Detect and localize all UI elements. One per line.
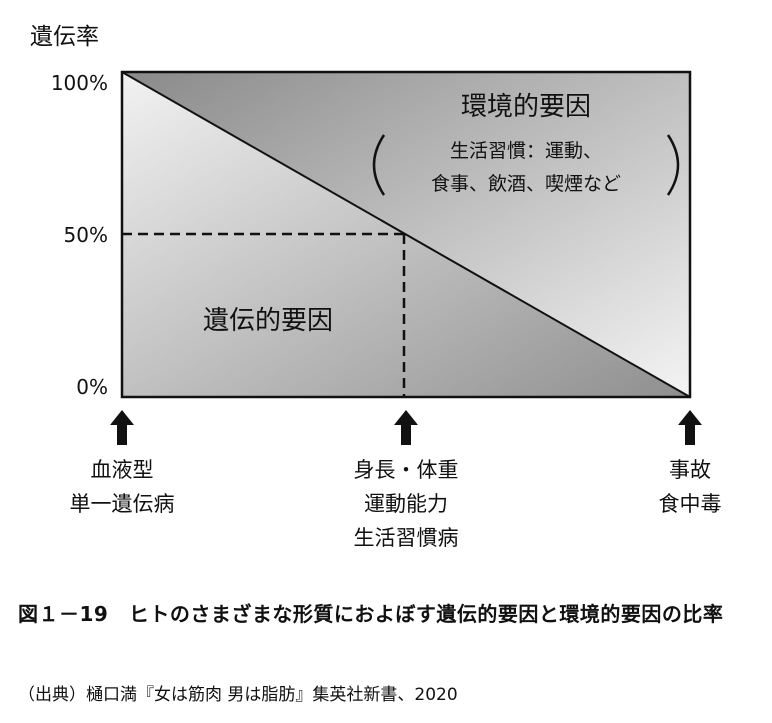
environment-detail-line2: 食事、飲酒、喫煙など (431, 173, 621, 195)
y-tick-100: 100% (51, 71, 108, 95)
environment-detail-line1: 生活習慣：運動、 (450, 140, 602, 162)
x-annotation-label: 運動能力 (364, 492, 448, 516)
up-arrow-icon (678, 410, 702, 445)
genetic-title: 遺伝的要因 (203, 306, 333, 336)
x-annotation-label: 単一遺伝病 (70, 492, 175, 516)
arrow-group (110, 410, 702, 445)
x-annotation-label: 事故 (669, 458, 711, 482)
x-annotation-label: 食中毒 (659, 492, 722, 516)
environment-title: 環境的要因 (461, 92, 591, 122)
x-annotation-label: 血液型 (91, 458, 154, 482)
y-tick-0: 0% (76, 375, 108, 399)
y-axis-label: 遺伝率 (30, 24, 99, 50)
up-arrow-icon (110, 410, 134, 445)
left-paren-shape (372, 134, 386, 196)
x-annotation-label: 生活習慣病 (354, 526, 459, 550)
heritability-chart: 遺伝率 100% 50% 0% 環境的要因 生活習慣：運動、 食事、飲酒、喫煙な… (30, 24, 722, 550)
y-tick-50: 50% (64, 223, 108, 247)
figure-caption: 図１－19 ヒトのさまざまな形質におよぼす遺伝的要因と環境的要因の比率 (18, 602, 724, 626)
up-arrow-icon (394, 410, 418, 445)
figure-source: （出典）樋口満『女は筋肉 男は脂肪』集英社新書、2020 (18, 685, 458, 705)
divider-line (121, 71, 691, 398)
x-annotation-label: 身長・体重 (354, 458, 459, 482)
right-paren-shape (666, 134, 680, 196)
